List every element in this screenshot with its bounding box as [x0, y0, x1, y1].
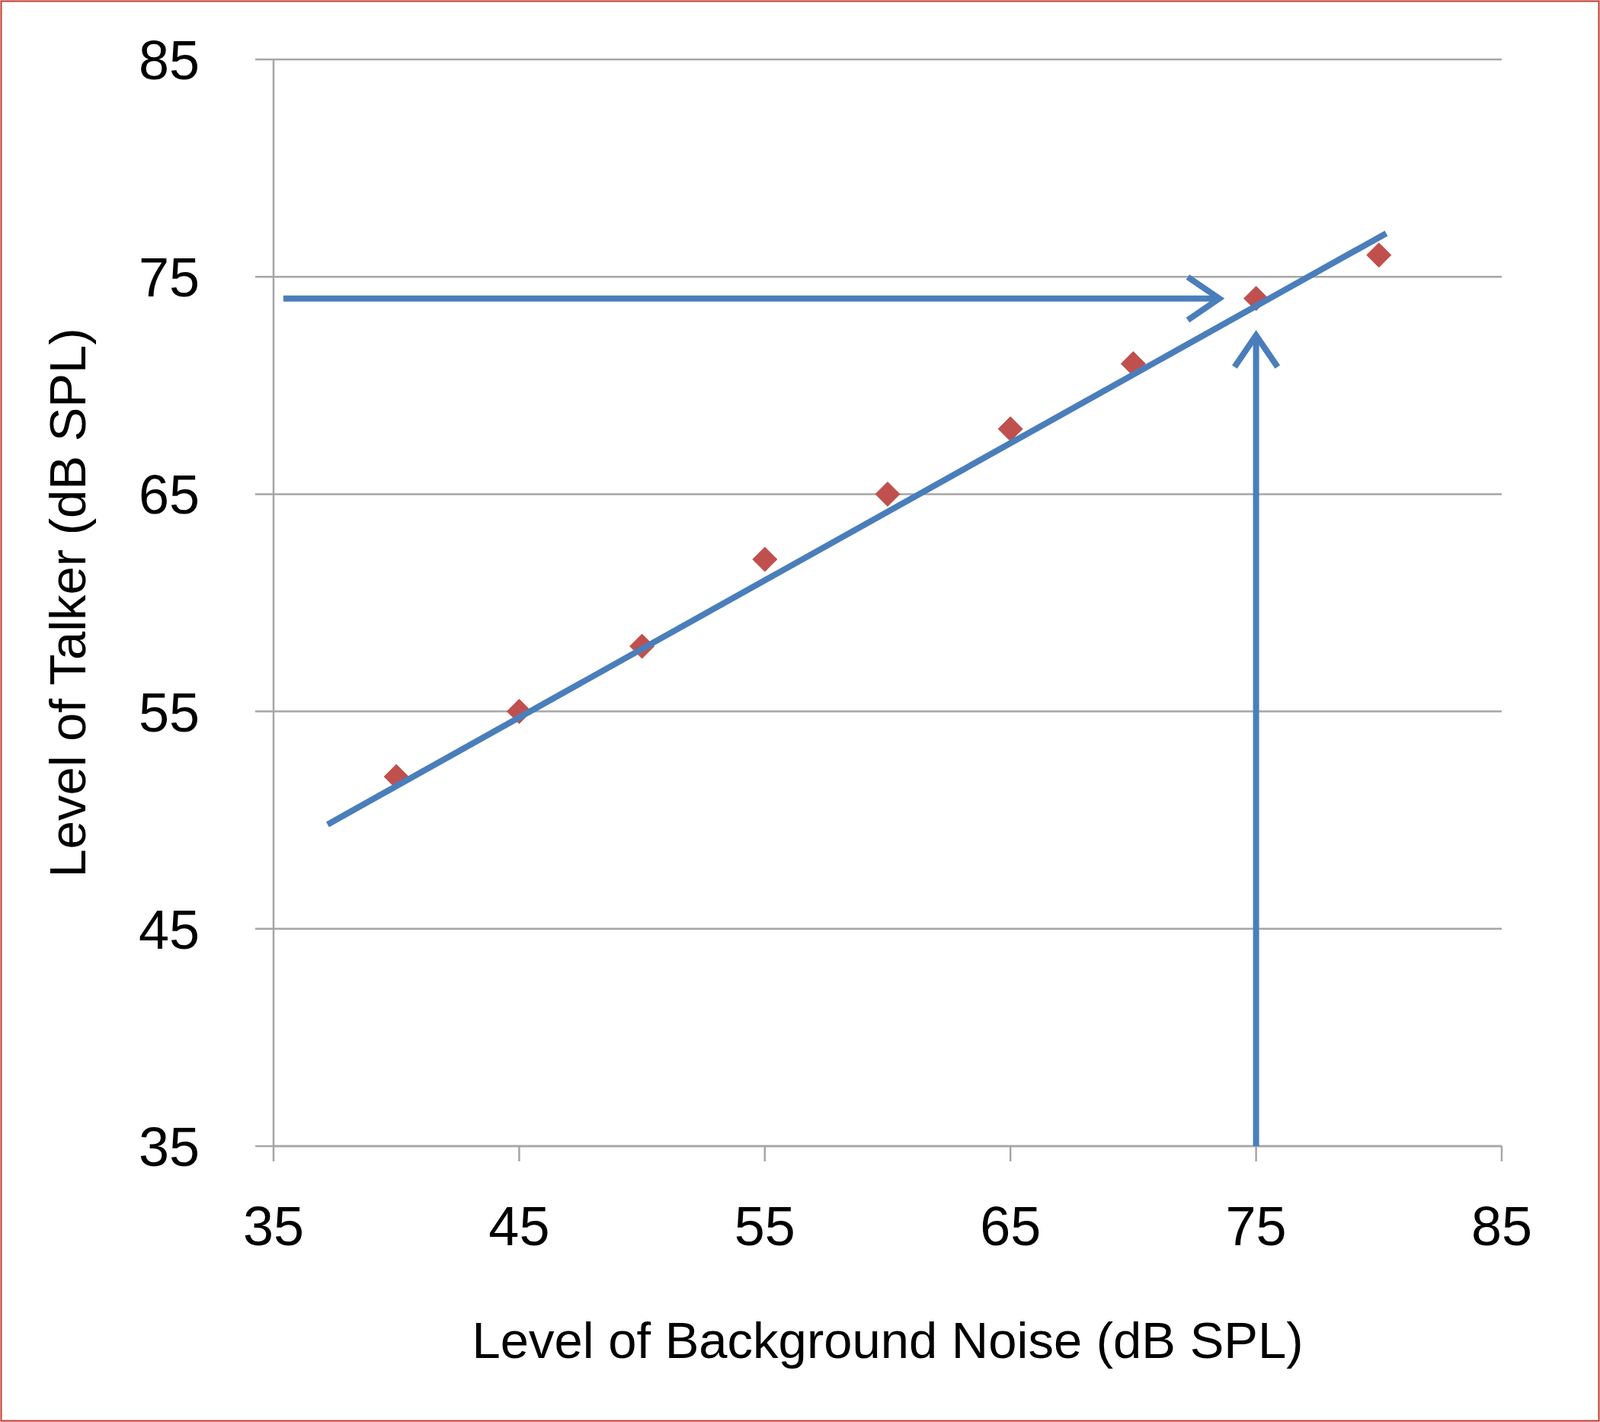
x-tick-label: 85	[1471, 1195, 1533, 1257]
tick-mark	[1500, 1145, 1504, 1162]
x-axis-title: Level of Background Noise (dB SPL)	[471, 1311, 1303, 1369]
arrow-shaft	[283, 295, 1220, 302]
x-tick-label: 65	[979, 1195, 1041, 1257]
y-axis	[272, 59, 276, 1146]
arrow	[283, 276, 1220, 320]
chart: 35 45 55 65 75 85 35 45 55 65 75 85 Level of Backgro…	[0, 0, 1600, 1422]
y-tick-label: 35	[138, 1116, 200, 1178]
chart-root: 35 45 55 65 75 85 35 45 55 65 75 85 Level of Backgro…	[0, 0, 1600, 1422]
tick-mark	[764, 1145, 767, 1162]
arrow-head	[1187, 276, 1220, 320]
data-point	[1366, 243, 1392, 268]
x-tick-label: 35	[243, 1195, 304, 1257]
y-tick-label: 75	[138, 246, 200, 308]
y-tick-label: 45	[138, 899, 200, 960]
tick-mark	[272, 1145, 276, 1162]
grid-line	[255, 928, 1502, 931]
plot-area	[283, 233, 1392, 1146]
arrow	[1234, 335, 1277, 1146]
grid-line	[255, 710, 1502, 713]
data-point	[875, 481, 900, 506]
y-tick-label: 55	[138, 681, 200, 743]
grid-line	[255, 1145, 1502, 1148]
y-tick-label: 85	[138, 29, 200, 91]
x-tick-label: 75	[1225, 1195, 1287, 1257]
arrow-shaft	[1253, 335, 1260, 1146]
x-tick-label: 45	[488, 1195, 550, 1257]
arrow-head	[1234, 335, 1277, 367]
tick-mark	[1009, 1145, 1012, 1162]
x-tick-label: 55	[734, 1195, 796, 1257]
tick-mark	[1254, 1145, 1258, 1162]
x-axis	[273, 1145, 1502, 1148]
tick-mark	[518, 1145, 521, 1162]
y-axis-title: Level of Talker (dB SPL)	[38, 327, 96, 877]
y-tick-label: 65	[138, 464, 200, 525]
fit-line	[327, 233, 1387, 825]
data-point	[752, 547, 778, 572]
background	[0, 0, 1600, 1422]
grid-line	[255, 58, 1502, 61]
frame	[1, 1, 1600, 1421]
